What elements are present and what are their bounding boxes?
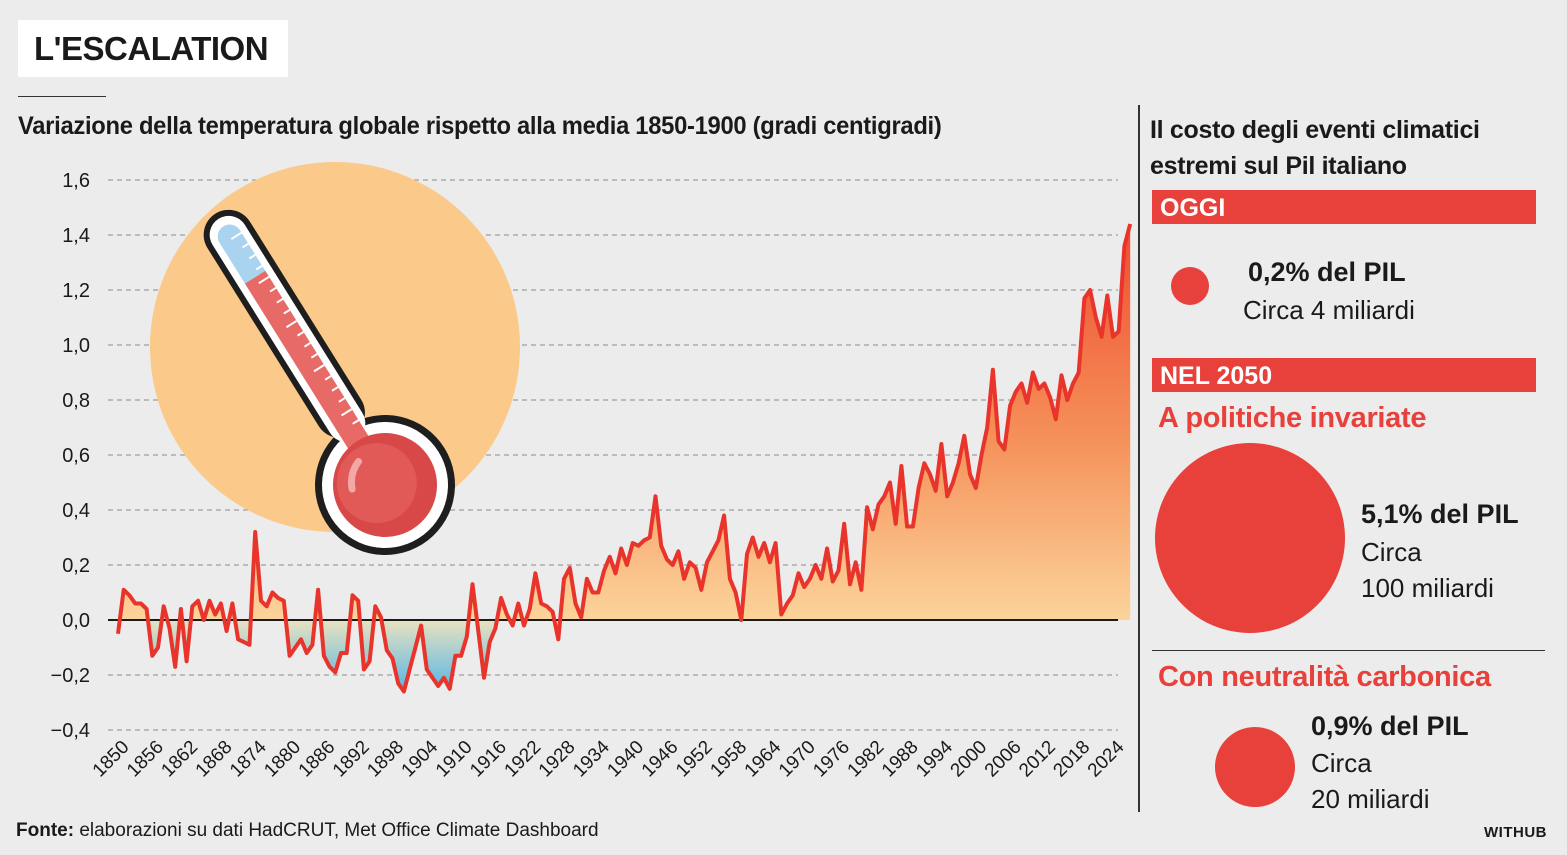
thermometer-tick	[352, 419, 360, 425]
temperature-chart: 1,6 1,4 1,2 1,0 0,8 0,6 0,4 0,2 0,0 −0,2 −0,4 1850…	[51, 162, 1133, 781]
scenario-unchanged-label: A politiche invariate	[1158, 402, 1427, 434]
vertical-divider	[1138, 105, 1140, 812]
warm-area	[118, 224, 1131, 620]
x-tick-label: 1970	[775, 737, 820, 782]
temperature-line	[116, 223, 1133, 694]
thermometer-tick	[331, 386, 339, 392]
sidebar-title-line1: Il costo degli eventi climatici	[1150, 116, 1480, 144]
today-pct: 0,2% del PIL	[1248, 257, 1406, 287]
thermometer-tick	[324, 375, 332, 381]
x-tick-label: 1898	[363, 737, 408, 782]
x-tick-label: 1862	[157, 737, 202, 782]
thermometer-tick	[276, 298, 284, 304]
x-tick-label: 1982	[844, 737, 889, 782]
scenario-neutral-pct: 0,9% del PIL	[1311, 711, 1469, 741]
thermometer-tick	[341, 408, 353, 417]
x-tick-label: 1904	[398, 736, 443, 781]
today-bar: OGGI	[1152, 190, 1536, 224]
x-tick-label: 1952	[672, 737, 717, 782]
x-tick-label: 1874	[226, 736, 271, 781]
scenario-unchanged-pct: 5,1% del PIL	[1361, 499, 1519, 529]
x-tick-label: 1916	[466, 737, 511, 782]
scenario-neutral-amount-l1: Circa	[1311, 748, 1372, 778]
y-tick-label: 0,2	[62, 555, 90, 577]
y-tick-label: 1,4	[62, 225, 90, 247]
x-tick-label: 1988	[878, 737, 923, 782]
x-tick-label: 1994	[912, 736, 957, 781]
page-title: L'ESCALATION	[18, 20, 288, 77]
x-tick-label: 1886	[295, 737, 340, 782]
y-tick-label: 0,6	[62, 445, 90, 467]
thermometer-tick	[303, 342, 311, 348]
thermometer-tick	[310, 353, 318, 359]
x-tick-label: 1868	[192, 737, 237, 782]
x-tick-label: 1880	[260, 737, 305, 782]
future-bar: NEL 2050	[1152, 358, 1536, 392]
scenario-unchanged-amount-l2: 100 miliardi	[1361, 573, 1494, 603]
y-tick-label: 1,6	[62, 170, 90, 192]
source-note: Fonte: elaborazioni su dati HadCRUT, Met…	[16, 820, 599, 842]
thermometer-tick	[241, 242, 249, 249]
thermometer-tick	[297, 331, 305, 337]
x-tick-label: 2000	[947, 737, 992, 782]
source-text: elaborazioni su dati HadCRUT, Met Office…	[74, 820, 599, 841]
x-tick-label: 1892	[329, 737, 374, 782]
x-tick-label: 1946	[638, 737, 683, 782]
x-tick-label: 2012	[1015, 737, 1060, 782]
scenario-neutral-amount: Circa 20 miliardi	[1311, 745, 1430, 817]
thermometer-tick	[283, 309, 291, 315]
thermometer-tick	[285, 320, 298, 329]
x-tick-label: 2018	[1049, 737, 1094, 782]
thermometer-tick	[269, 286, 277, 293]
x-tick-label: 2006	[981, 737, 1026, 782]
horizontal-divider	[1152, 650, 1545, 651]
x-axis-ticks: 1850185618621868187418801886189218981904…	[89, 736, 1129, 781]
y-tick-label: 0,0	[62, 610, 90, 632]
today-circle	[1171, 267, 1209, 305]
x-tick-label: 1922	[501, 737, 546, 782]
x-tick-label: 1964	[741, 736, 786, 781]
x-tick-label: 1976	[809, 737, 854, 782]
scenario-neutral-circle	[1215, 727, 1295, 807]
y-axis-ticks: 1,6 1,4 1,2 1,0 0,8 0,6 0,4 0,2 0,0 −0,2 −0,4	[51, 170, 90, 742]
y-tick-label: 0,4	[62, 500, 90, 522]
x-tick-label: 2024	[1084, 736, 1129, 781]
scenario-unchanged-amount: Circa 100 miliardi	[1361, 534, 1494, 606]
x-tick-label: 1940	[603, 737, 648, 782]
thermometer-tick	[255, 264, 263, 271]
y-tick-label: 1,2	[62, 280, 90, 302]
brand-logo: WITHUB	[1484, 824, 1547, 841]
y-tick-label: −0,4	[51, 720, 90, 742]
y-tick-label: 0,8	[62, 390, 90, 412]
thermometer-icon	[203, 209, 455, 555]
chart-title: Variazione della temperatura globale ris…	[18, 112, 942, 140]
x-tick-label: 1928	[535, 737, 580, 782]
scenario-unchanged-circle	[1155, 443, 1345, 633]
y-tick-label: 1,0	[62, 335, 90, 357]
x-tick-label: 1856	[123, 737, 168, 782]
scenario-neutral-amount-l2: 20 miliardi	[1311, 784, 1430, 814]
title-rule	[18, 96, 106, 97]
source-label: Fonte:	[16, 820, 75, 841]
thermometer-tick	[313, 364, 325, 373]
sidebar-title: Il costo degli eventi climatici estremi …	[1150, 112, 1550, 184]
scenario-neutral-label: Con neutralità carbonica	[1158, 661, 1491, 693]
thermometer-tick	[248, 253, 256, 260]
thermometer-tick	[258, 275, 270, 285]
thermometer-tick	[230, 231, 243, 240]
y-tick-label: −0,2	[51, 665, 90, 687]
sidebar-title-line2: estremi sul Pil italiano	[1150, 152, 1407, 180]
x-tick-label: 1958	[706, 737, 751, 782]
x-tick-label: 1934	[569, 736, 614, 781]
thermometer-tick	[338, 397, 346, 403]
today-amount: Circa 4 miliardi	[1243, 295, 1415, 325]
scenario-unchanged-amount-l1: Circa	[1361, 537, 1422, 567]
x-tick-label: 1910	[432, 737, 477, 782]
x-tick-label: 1850	[89, 737, 134, 782]
